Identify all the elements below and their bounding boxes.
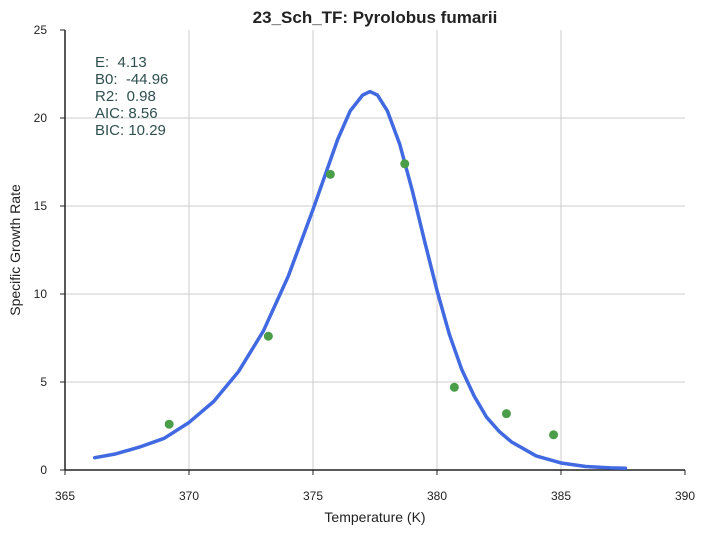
- x-tick-label: 390: [675, 489, 695, 503]
- data-point: [264, 332, 273, 341]
- y-tick-label: 25: [34, 23, 48, 37]
- y-tick-label: 0: [40, 463, 47, 477]
- y-tick-label: 10: [34, 287, 48, 301]
- x-tick-label: 380: [427, 489, 447, 503]
- fit-stat-line: B0: -44.96: [95, 71, 168, 88]
- data-point: [450, 383, 459, 392]
- chart-title: 23_Sch_TF: Pyrolobus fumarii: [253, 8, 498, 27]
- data-point: [549, 430, 558, 439]
- y-tick-label: 5: [40, 375, 47, 389]
- x-tick-label: 375: [303, 489, 323, 503]
- data-point: [502, 409, 511, 418]
- x-tick-label: 370: [179, 489, 199, 503]
- x-tick-label: 365: [55, 489, 75, 503]
- fit-stat-line: BIC: 10.29: [95, 122, 166, 139]
- data-point: [165, 420, 174, 429]
- y-tick-label: 20: [34, 111, 48, 125]
- y-axis-label: Specific Growth Rate: [7, 184, 23, 316]
- fit-stat-line: AIC: 8.56: [95, 105, 158, 122]
- y-tick-label: 15: [34, 199, 48, 213]
- x-axis-label: Temperature (K): [324, 509, 425, 525]
- data-point: [326, 170, 335, 179]
- x-tick-label: 385: [551, 489, 571, 503]
- fit-stat-line: R2: 0.98: [95, 88, 156, 105]
- data-point: [400, 159, 409, 168]
- fit-stat-line: E: 4.13: [95, 54, 147, 71]
